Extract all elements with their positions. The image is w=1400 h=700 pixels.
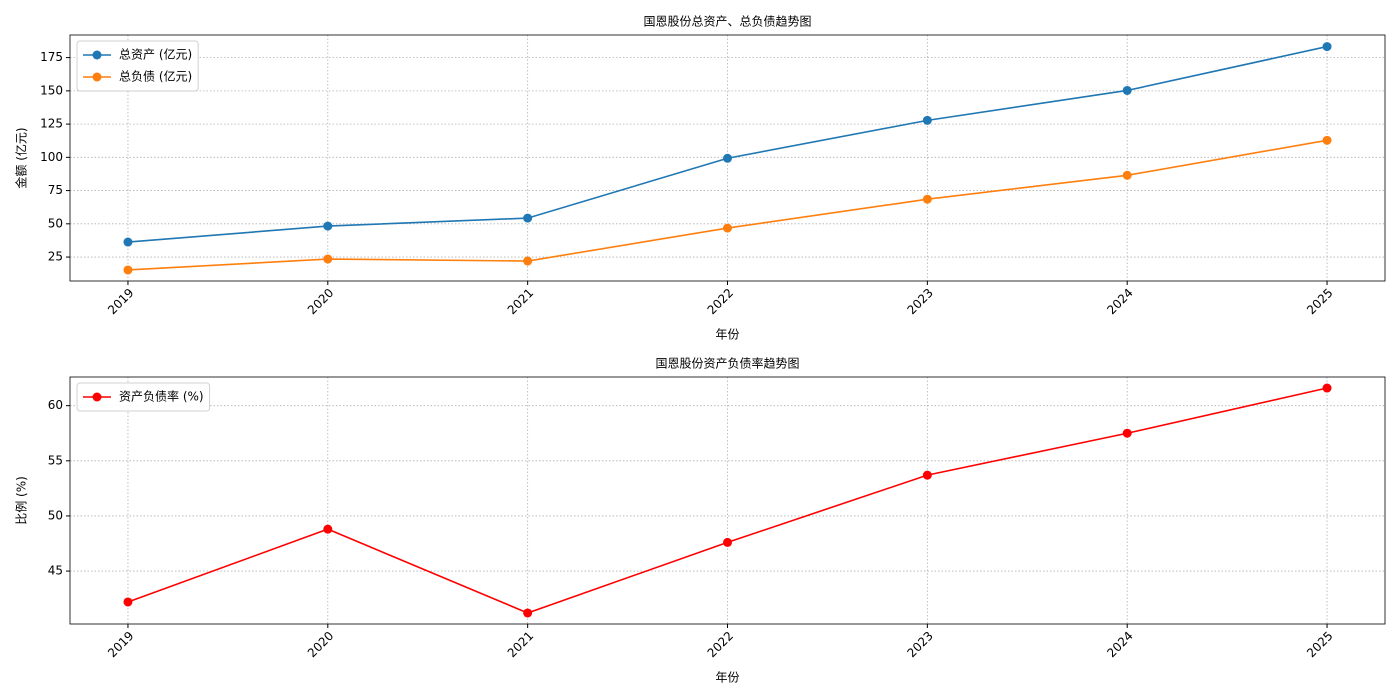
x-tick-label: 2023 xyxy=(904,286,935,317)
data-point xyxy=(922,470,932,480)
data-point xyxy=(523,213,533,223)
data-point xyxy=(123,237,133,247)
x-tick-label: 2022 xyxy=(705,629,736,660)
x-axis-label: 年份 xyxy=(715,328,739,342)
y-tick-label: 55 xyxy=(48,453,63,467)
data-point xyxy=(1122,428,1132,438)
chart-title: 国恩股份总资产、总负债趋势图 xyxy=(643,15,811,29)
x-tick-label: 2020 xyxy=(305,629,336,660)
y-tick-label: 175 xyxy=(40,50,63,64)
y-axis-label: 金额 (亿元) xyxy=(14,127,29,188)
y-tick-label: 150 xyxy=(40,83,63,97)
y-axis-label: 比例 (%) xyxy=(15,476,29,525)
x-tick-label: 2021 xyxy=(505,629,536,660)
data-point xyxy=(323,524,333,534)
legend-label: 总负债 (亿元) xyxy=(119,69,192,84)
chart-title: 国恩股份资产负债率趋势图 xyxy=(655,356,799,371)
x-tick-label: 2024 xyxy=(1104,286,1135,317)
x-tick-label: 2025 xyxy=(1304,629,1335,660)
x-tick-label: 2022 xyxy=(705,286,736,317)
data-point xyxy=(723,223,732,233)
y-tick-label: 50 xyxy=(48,508,63,522)
x-axis-label: 年份 xyxy=(715,671,739,685)
y-tick-label: 45 xyxy=(48,564,63,578)
x-tick-label: 2019 xyxy=(105,286,136,317)
y-tick-label: 100 xyxy=(40,150,63,164)
plot-frame xyxy=(69,34,1386,282)
legend-marker xyxy=(92,50,102,60)
data-point xyxy=(523,608,533,618)
y-tick-label: 25 xyxy=(48,250,63,264)
legend-marker xyxy=(92,72,102,82)
y-tick-label: 50 xyxy=(48,216,63,230)
legend: 总资产 (亿元) 总负债 (亿元) xyxy=(76,40,199,92)
legend-marker xyxy=(92,392,102,402)
x-tick-label: 2019 xyxy=(105,629,136,660)
data-point xyxy=(123,597,133,607)
data-point xyxy=(723,537,732,547)
data-point xyxy=(723,153,732,163)
x-tick-label: 2020 xyxy=(305,286,336,317)
x-tick-label: 2023 xyxy=(904,629,935,660)
legend-label: 资产负债率 (%) xyxy=(119,389,204,404)
data-point xyxy=(523,256,533,266)
legend: 资产负债率 (%) xyxy=(76,382,211,412)
y-tick-label: 75 xyxy=(48,183,63,197)
y-tick-label: 60 xyxy=(48,398,63,412)
y-tick-label: 125 xyxy=(40,117,63,131)
data-point xyxy=(123,265,133,275)
legend-label: 总资产 (亿元) xyxy=(119,47,192,62)
data-point xyxy=(1322,135,1332,145)
plot-frame xyxy=(69,376,1386,625)
data-point xyxy=(1122,170,1132,180)
data-point xyxy=(1322,42,1332,52)
legend-box xyxy=(76,40,199,92)
data-point xyxy=(922,115,932,125)
legend-box xyxy=(76,382,211,412)
x-tick-label: 2025 xyxy=(1304,286,1335,317)
data-point xyxy=(1122,85,1132,95)
data-point xyxy=(922,194,932,204)
data-point xyxy=(323,221,333,231)
data-point xyxy=(323,254,333,264)
x-tick-label: 2021 xyxy=(505,286,536,317)
x-tick-label: 2024 xyxy=(1104,629,1135,660)
data-point xyxy=(1322,383,1332,393)
